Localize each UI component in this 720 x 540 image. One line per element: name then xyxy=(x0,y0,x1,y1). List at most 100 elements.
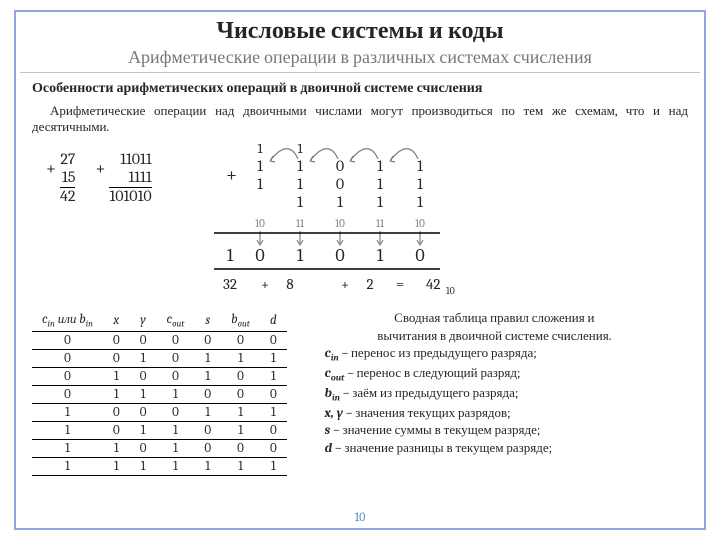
th-s: s xyxy=(194,310,221,331)
table-cell: 1 xyxy=(32,439,103,457)
table-cell: 0 xyxy=(260,331,287,349)
dec-a: 27 xyxy=(60,150,75,168)
row-a: 0 xyxy=(336,175,344,193)
row-b: 1 xyxy=(337,193,343,211)
table-row: 1011010 xyxy=(32,421,287,439)
weight-result: 42 xyxy=(426,275,440,293)
table-cell: 0 xyxy=(156,331,194,349)
table-cell: 0 xyxy=(103,349,130,367)
carry-top: 1 xyxy=(297,140,303,157)
table-cell: 1 xyxy=(221,403,260,421)
dec-sum: 42 xyxy=(60,187,75,205)
table-cell: 1 xyxy=(130,457,157,475)
legend-lead1: Сводная таблица правил сложения и xyxy=(301,310,688,328)
table-cell: 1 xyxy=(32,421,103,439)
table-cell: 1 xyxy=(221,349,260,367)
result-bit: 0 xyxy=(415,245,424,266)
table-cell: 1 xyxy=(103,385,130,403)
table-cell: 0 xyxy=(260,439,287,457)
legend-block: Сводная таблица правил сложения и вычита… xyxy=(297,310,688,457)
table-cell: 1 xyxy=(221,457,260,475)
dec-b: 15 xyxy=(62,168,75,186)
table-row: 1111111 xyxy=(32,457,287,475)
row-b: 1 xyxy=(417,193,423,211)
table-cell: 0 xyxy=(260,385,287,403)
table-cell: 0 xyxy=(32,385,103,403)
th-bout: bout xyxy=(221,310,260,331)
weight: 8 xyxy=(286,275,293,293)
table-cell: 1 xyxy=(260,457,287,475)
table-cell: 0 xyxy=(103,331,130,349)
table-cell: 0 xyxy=(130,331,157,349)
table-cell: 0 xyxy=(103,421,130,439)
page-number: 10 xyxy=(16,510,704,524)
th-cin: cin или bin xyxy=(32,310,103,331)
table-cell: 1 xyxy=(221,421,260,439)
weight: 32 xyxy=(223,275,237,293)
table-cell: 0 xyxy=(130,439,157,457)
intro-paragraph: Арифметические операции над двоичными чи… xyxy=(16,101,704,141)
table-cell: 1 xyxy=(130,421,157,439)
table-header-row: cin или bin x y cout s bout d xyxy=(32,310,287,331)
plus-icon: + xyxy=(95,159,105,179)
legend-xy: x, y – значения текущих разрядов; xyxy=(301,405,688,423)
row-a: 1 xyxy=(297,175,303,193)
lower-row: cin или bin x y cout s bout d 0000000001… xyxy=(16,304,704,476)
table-cell: 1 xyxy=(156,439,194,457)
weight: 2 xyxy=(366,275,373,293)
bin-b: 1111 xyxy=(128,168,151,186)
row-a: 1 xyxy=(377,175,383,193)
addition-binary: +11011 1111 101010 xyxy=(109,151,151,206)
pair-sum: 10 xyxy=(255,217,265,230)
table-cell: 0 xyxy=(32,331,103,349)
table-cell: 1 xyxy=(260,349,287,367)
pair-sum: 11 xyxy=(376,217,385,230)
table-cell: 1 xyxy=(260,403,287,421)
row-a: 1 xyxy=(417,175,423,193)
legend-cout: cout – перенос в следующий разряд; xyxy=(301,365,688,385)
table-cell: 0 xyxy=(221,367,260,385)
table-cell: 1 xyxy=(130,349,157,367)
table-cell: 1 xyxy=(130,385,157,403)
table-cell: 0 xyxy=(194,331,221,349)
result-bit: 1 xyxy=(296,245,303,266)
table-cell: 0 xyxy=(194,439,221,457)
weight-op: + xyxy=(260,275,268,293)
table-cell: 1 xyxy=(103,439,130,457)
table-cell: 1 xyxy=(194,367,221,385)
row-b: 1 xyxy=(297,193,303,211)
plus-icon: + xyxy=(226,163,237,186)
legend-cin: cin – перенос из предыдущего разряда; xyxy=(301,345,688,365)
table-row: 1101000 xyxy=(32,439,287,457)
table-row: 1000111 xyxy=(32,403,287,421)
worked-examples-row: +27 15 42 +11011 1111 101010 1 1 xyxy=(16,141,704,304)
addition-detail-diagram: 1 1 1 1 0 1 1 1 1 0 xyxy=(170,139,470,304)
table-cell: 0 xyxy=(130,403,157,421)
table-cell: 1 xyxy=(260,367,287,385)
page-subtitle: Арифметические операции в различных сист… xyxy=(20,45,700,73)
table-cell: 1 xyxy=(194,403,221,421)
table-cell: 1 xyxy=(32,403,103,421)
table-row: 0100101 xyxy=(32,367,287,385)
section-heading: Особенности арифметических операций в дв… xyxy=(16,73,704,101)
table-cell: 0 xyxy=(32,367,103,385)
table-row: 0000000 xyxy=(32,331,287,349)
legend-d: d – значение разницы в текущем разряде; xyxy=(301,440,688,458)
truth-table: cin или bin x y cout s bout d 0000000001… xyxy=(32,310,287,476)
weight-sub: 10 xyxy=(446,285,455,297)
table-cell: 1 xyxy=(156,421,194,439)
table-cell: 0 xyxy=(156,349,194,367)
carry-row: 1 xyxy=(417,157,423,175)
th-d: d xyxy=(260,310,287,331)
table-cell: 0 xyxy=(194,421,221,439)
table-cell: 0 xyxy=(103,403,130,421)
table-cell: 0 xyxy=(221,385,260,403)
legend-s: s – значение суммы в текущем разряде; xyxy=(301,422,688,440)
carry-row: 1 xyxy=(297,157,303,175)
th-x: x xyxy=(103,310,130,331)
result-bit: 0 xyxy=(335,245,344,266)
result-bit: 0 xyxy=(255,245,264,266)
table-cell: 0 xyxy=(156,403,194,421)
pair-sum: 11 xyxy=(296,217,305,230)
table-cell: 1 xyxy=(103,457,130,475)
